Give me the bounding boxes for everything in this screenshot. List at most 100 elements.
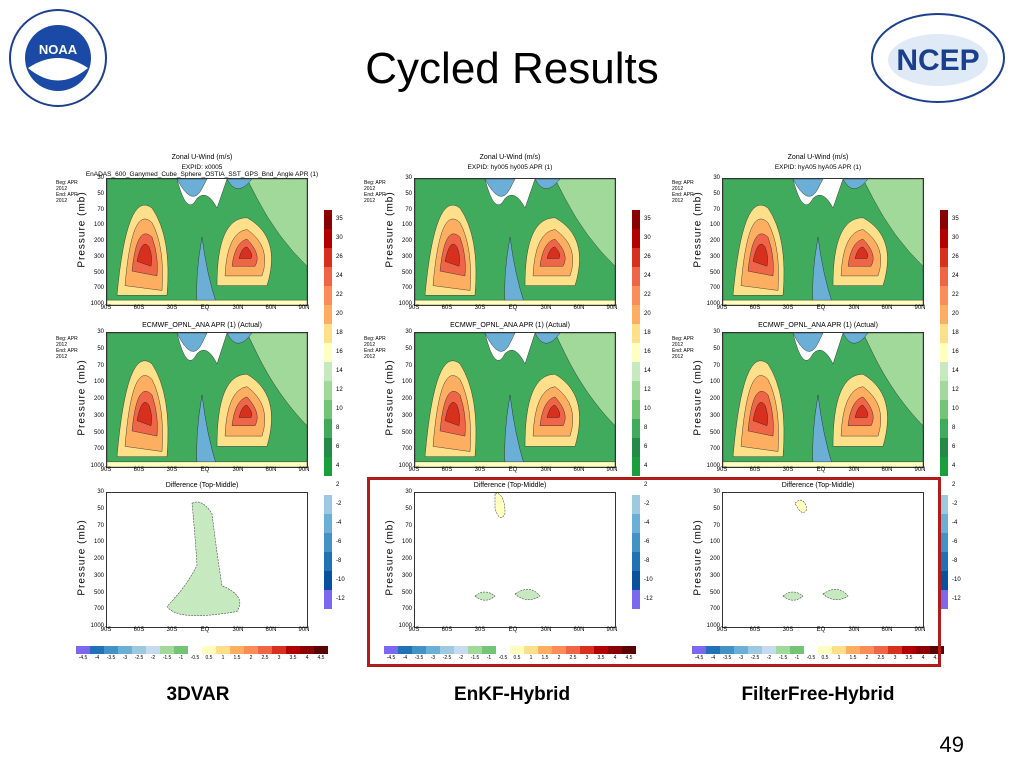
x-tick-label: 60N — [573, 627, 585, 633]
colorbar-segment — [632, 248, 640, 267]
hbar-label: -2.5 — [442, 655, 452, 661]
vertical-colorbar: 35 30 26 24 22 20 18 16 14 12 10 8 6 4 2 -2 -4 -6 -8 -10 -12 — [324, 210, 354, 620]
colorbar-label: 30 — [952, 235, 959, 241]
colorbar-segment — [632, 343, 640, 362]
hbar-label: -1 — [794, 655, 800, 661]
hbar-label: 1 — [221, 655, 225, 661]
hbar-label: -0.5 — [190, 655, 200, 661]
y-tick-label: 70 — [713, 363, 720, 369]
y-axis-label: Pressure (mb) — [76, 519, 88, 596]
hbar-label: -1.5 — [778, 655, 788, 661]
colorbar-label: -8 — [336, 558, 342, 564]
colorbar-label: -2 — [644, 501, 650, 507]
y-tick-label: 200 — [93, 238, 104, 244]
colorbar-label: 2 — [952, 482, 956, 488]
colorbar-segment — [940, 419, 948, 438]
colorbar-segment — [324, 533, 332, 552]
colorbar-label: 4 — [336, 463, 340, 469]
y-axis-label: Pressure (mb) — [76, 191, 88, 268]
colorbar-segment — [324, 495, 332, 514]
x-tick-label: 90N — [914, 305, 926, 311]
colorbar-segment — [940, 476, 948, 495]
x-tick-label: 30N — [232, 467, 244, 473]
y-tick-label: 200 — [401, 238, 412, 244]
hbar-label: -2 — [458, 655, 464, 661]
y-tick-label: 70 — [97, 207, 104, 213]
colorbar-segment — [324, 305, 332, 324]
y-tick-label: 500 — [401, 590, 412, 596]
hbar-segment — [692, 646, 706, 654]
wind-contour-plot — [106, 178, 308, 306]
x-tick-label: EQ — [816, 467, 826, 473]
hbar-label: 2.5 — [261, 655, 269, 661]
y-tick-label: 700 — [401, 285, 412, 291]
colorbar-segment — [940, 590, 948, 609]
colorbar-segment — [632, 362, 640, 381]
wind-contour-plot — [722, 178, 924, 306]
colorbar-label: 24 — [336, 273, 343, 279]
hbar-segment — [454, 646, 468, 654]
x-tick-label: 30N — [848, 467, 860, 473]
wind-contour-plot — [722, 332, 924, 468]
hbar-label: 1 — [529, 655, 533, 661]
y-tick-label: 500 — [401, 430, 412, 436]
x-tick-label: 90S — [716, 467, 728, 473]
y-tick-label: 200 — [709, 396, 720, 402]
hbar-segment — [734, 646, 748, 654]
vertical-colorbar: 35 30 26 24 22 20 18 16 14 12 10 8 6 4 2 -2 -4 -6 -8 -10 -12 — [940, 210, 970, 620]
y-tick-label: 700 — [401, 606, 412, 612]
beg-end-label: Beg: APR 2012 End: APR 2012 — [364, 336, 386, 360]
panel-title: Difference (Top-Middle) — [165, 482, 239, 489]
hbar-segment — [146, 646, 160, 654]
colorbar-segment — [632, 552, 640, 571]
y-tick-label: 1000 — [90, 301, 104, 307]
beg-end-label: Beg: APR 2012 End: APR 2012 — [672, 336, 694, 360]
colorbar-segment — [940, 552, 948, 571]
hbar-segment — [622, 646, 636, 654]
y-axis-label: Pressure (mb) — [384, 191, 396, 268]
y-tick-label: 50 — [405, 346, 412, 352]
column-label: EnKF-Hybrid — [453, 684, 571, 705]
hbar-label: -1 — [486, 655, 492, 661]
colorbar-segment — [632, 514, 640, 533]
hbar-segment — [916, 646, 930, 654]
x-tick-label: 30N — [848, 305, 860, 311]
colorbar-label: 12 — [644, 387, 651, 393]
hbar-segment — [230, 646, 244, 654]
colorbar-label: 30 — [336, 235, 343, 241]
colorbar-label: -2 — [336, 501, 342, 507]
hbar-segment — [510, 646, 524, 654]
colorbar-label: -4 — [336, 520, 342, 526]
beg-end-label: Beg: APR 2012 End: APR 2012 — [56, 180, 78, 204]
hbar-segment — [398, 646, 412, 654]
colorbar-label: 4 — [644, 463, 648, 469]
x-tick-label: EQ — [200, 467, 210, 473]
colorbar-label: 4 — [952, 463, 956, 469]
y-tick-label: 500 — [93, 430, 104, 436]
colorbar-label: 14 — [644, 368, 651, 374]
colorbar-label: 6 — [644, 444, 648, 450]
hbar-segment — [804, 646, 818, 654]
hbar-label: 0.5 — [821, 655, 829, 661]
colorbar-segment — [632, 400, 640, 419]
y-tick-label: 500 — [93, 270, 104, 276]
x-tick-label: 30N — [232, 627, 244, 633]
y-axis-label: Pressure (mb) — [76, 359, 88, 436]
highlight-box — [367, 477, 941, 667]
hbar-label: -1 — [178, 655, 184, 661]
colorbar-label: 8 — [336, 425, 340, 431]
colorbar-segment — [324, 552, 332, 571]
hbar-label: 1.5 — [541, 655, 549, 661]
y-tick-label: 50 — [97, 346, 104, 352]
y-tick-label: 30 — [713, 175, 720, 181]
hbar-label: 4.5 — [317, 655, 325, 661]
hbar-segment — [538, 646, 552, 654]
x-tick-label: 90N — [606, 627, 618, 633]
colorbar-label: 10 — [952, 406, 959, 412]
hbar-label: 4 — [921, 655, 925, 661]
colorbar-label: -10 — [952, 577, 961, 583]
colorbar-label: 12 — [336, 387, 343, 393]
colorbar-label: 2 — [644, 482, 648, 488]
x-tick-label: 60S — [133, 305, 145, 311]
y-tick-label: 1000 — [90, 623, 104, 629]
